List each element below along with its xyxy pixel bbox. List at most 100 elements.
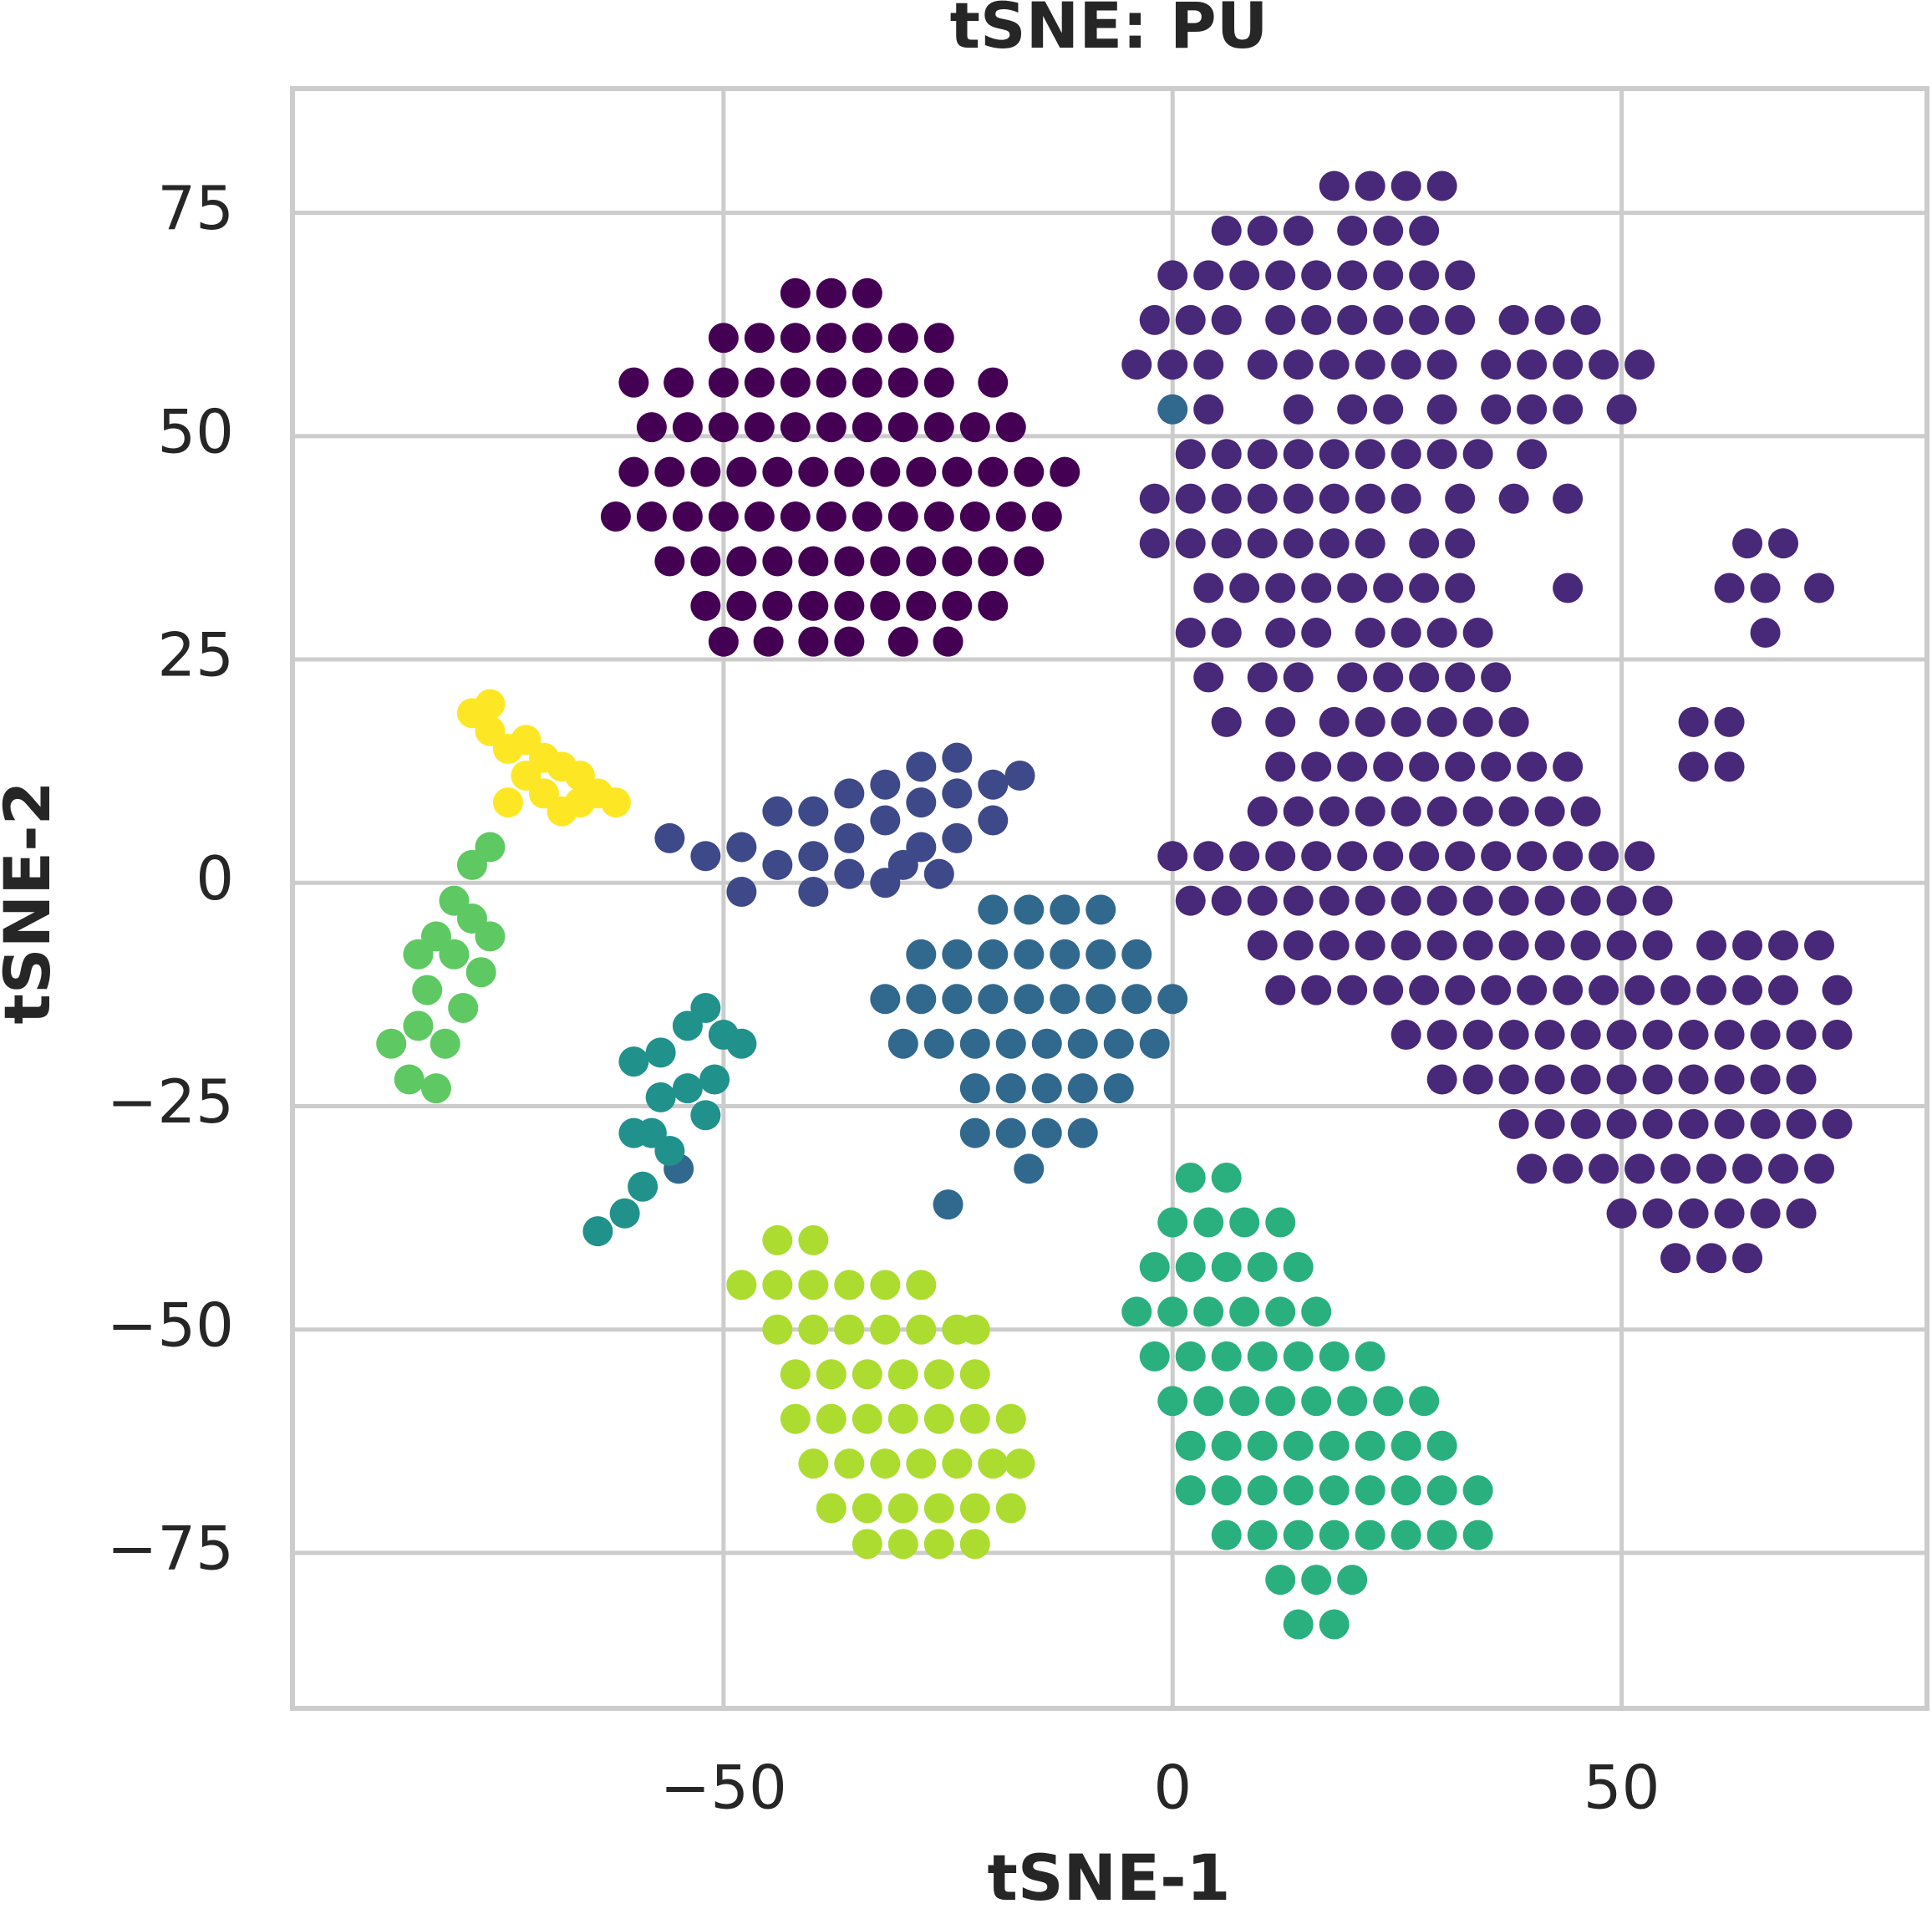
point <box>762 546 793 577</box>
point <box>1265 1386 1296 1417</box>
point <box>1139 528 1170 559</box>
point <box>1462 617 1493 648</box>
point <box>923 412 954 443</box>
point <box>1714 1020 1745 1051</box>
point <box>1319 1430 1350 1461</box>
point <box>475 832 506 863</box>
point <box>1517 439 1548 470</box>
point <box>1426 394 1457 425</box>
point <box>1301 1296 1332 1327</box>
point <box>1624 349 1655 380</box>
point <box>1211 1475 1242 1506</box>
point <box>708 367 739 398</box>
point <box>762 1314 793 1345</box>
point <box>1732 1153 1763 1184</box>
point <box>1014 456 1045 487</box>
point <box>1157 349 1188 380</box>
point <box>708 501 739 532</box>
point <box>1517 841 1548 872</box>
point <box>1265 1296 1296 1327</box>
point <box>1265 1207 1296 1238</box>
point <box>1319 1519 1350 1550</box>
point <box>834 1448 865 1479</box>
point <box>1301 573 1332 603</box>
point <box>1337 841 1368 872</box>
point <box>708 323 739 354</box>
point <box>1462 885 1493 916</box>
point <box>1462 706 1493 737</box>
point <box>1409 1386 1440 1417</box>
point <box>1409 662 1440 693</box>
point <box>1426 885 1457 916</box>
point <box>1319 1609 1350 1640</box>
point <box>1534 930 1565 961</box>
point <box>1426 1519 1457 1550</box>
point <box>942 939 973 970</box>
point <box>852 367 882 398</box>
point <box>1409 215 1440 246</box>
point <box>1391 1475 1421 1506</box>
point <box>1445 662 1476 693</box>
point <box>1085 984 1116 1015</box>
point <box>780 1403 811 1434</box>
point <box>816 367 847 398</box>
point <box>1714 1064 1745 1095</box>
point <box>1570 885 1601 916</box>
point <box>1337 662 1368 693</box>
point <box>1714 751 1745 782</box>
point <box>906 456 937 487</box>
point <box>978 1448 1009 1479</box>
point <box>1301 975 1332 1005</box>
point <box>1355 1341 1385 1372</box>
point <box>1283 1519 1314 1550</box>
point <box>1714 706 1745 737</box>
point <box>1553 751 1584 782</box>
point <box>1319 706 1350 737</box>
point <box>995 1403 1026 1434</box>
point <box>1589 975 1619 1005</box>
point <box>1157 260 1188 291</box>
point <box>1426 349 1457 380</box>
point <box>906 1314 937 1345</box>
point <box>1570 930 1601 961</box>
point <box>1391 1020 1421 1051</box>
point <box>762 849 793 880</box>
point <box>1004 1448 1035 1479</box>
point <box>1462 930 1493 961</box>
point <box>1589 349 1619 380</box>
point <box>1642 1108 1673 1139</box>
point <box>1337 975 1368 1005</box>
point <box>1211 1430 1242 1461</box>
point <box>1247 885 1278 916</box>
point <box>923 1359 954 1390</box>
point <box>1804 930 1835 961</box>
point <box>645 1082 676 1112</box>
point <box>942 1448 973 1479</box>
point <box>708 626 739 657</box>
point <box>690 841 721 872</box>
point <box>762 796 793 827</box>
point <box>1301 841 1332 872</box>
point <box>870 805 901 836</box>
point <box>1067 1028 1098 1059</box>
point <box>1660 1243 1691 1274</box>
point <box>1498 483 1529 514</box>
point <box>1175 1430 1206 1461</box>
point <box>1517 1153 1548 1184</box>
point <box>834 1270 865 1301</box>
point <box>475 689 506 720</box>
point <box>1391 1430 1421 1461</box>
point <box>439 885 470 916</box>
point <box>1373 573 1404 603</box>
point <box>1283 1475 1314 1506</box>
point <box>1517 394 1548 425</box>
point <box>1121 349 1152 380</box>
point <box>1355 483 1385 514</box>
point <box>780 367 811 398</box>
point <box>978 984 1009 1015</box>
point <box>636 501 667 532</box>
point <box>1014 984 1045 1015</box>
point <box>780 412 811 443</box>
point <box>959 1117 990 1148</box>
point <box>978 456 1009 487</box>
